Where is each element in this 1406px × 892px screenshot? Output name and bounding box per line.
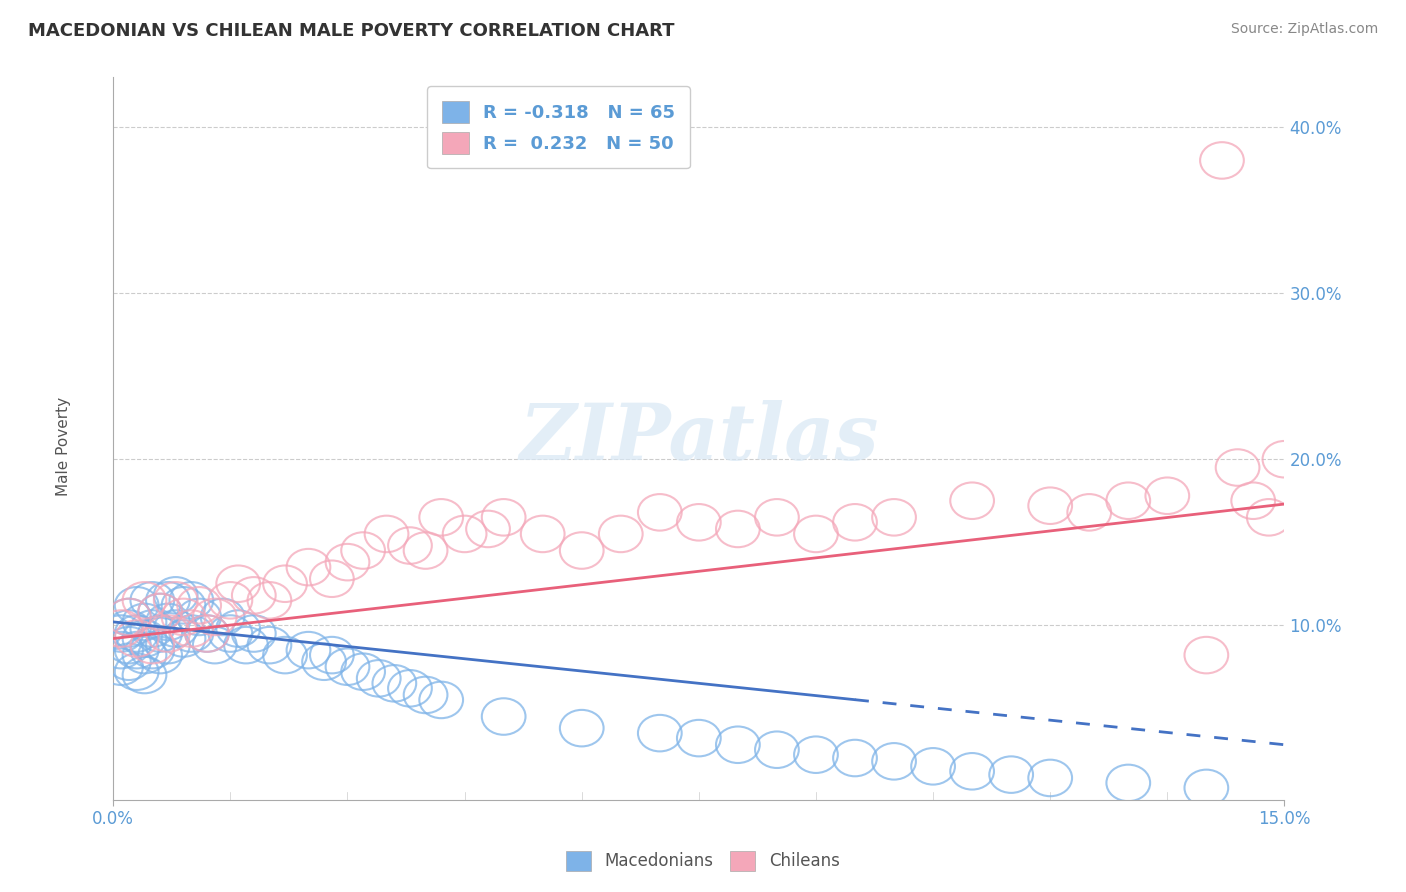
Legend: R = -0.318   N = 65, R =  0.232   N = 50: R = -0.318 N = 65, R = 0.232 N = 50: [427, 87, 689, 169]
Text: Male Poverty: Male Poverty: [56, 396, 70, 496]
Legend: Macedonians, Chileans: Macedonians, Chileans: [558, 842, 848, 880]
Text: Source: ZipAtlas.com: Source: ZipAtlas.com: [1230, 22, 1378, 37]
Text: ZIPatlas: ZIPatlas: [519, 401, 879, 476]
Text: MACEDONIAN VS CHILEAN MALE POVERTY CORRELATION CHART: MACEDONIAN VS CHILEAN MALE POVERTY CORRE…: [28, 22, 675, 40]
